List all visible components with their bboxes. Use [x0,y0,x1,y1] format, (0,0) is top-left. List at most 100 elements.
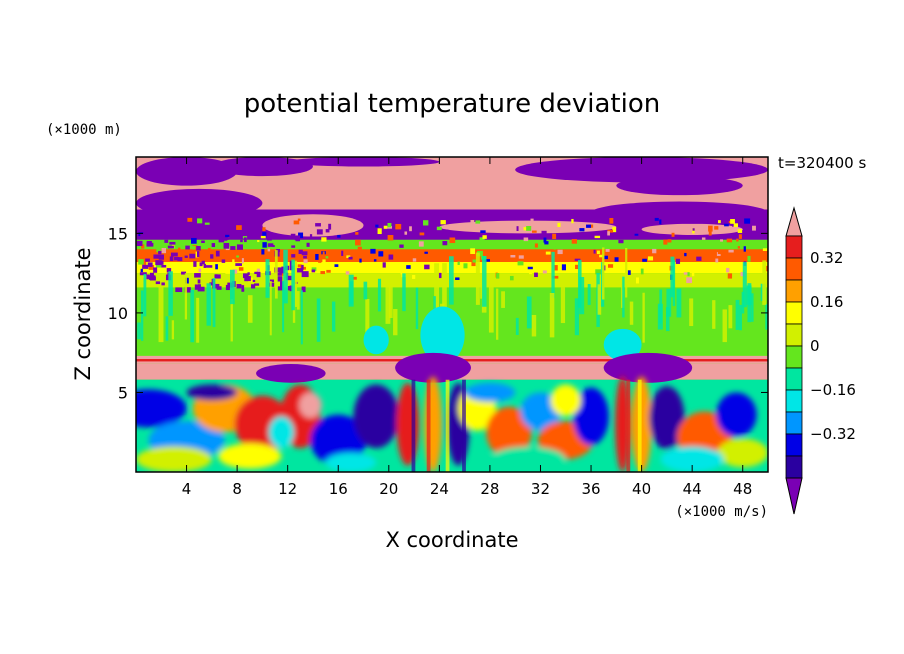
speckle [530,218,534,221]
speckle [198,268,202,273]
speckle [444,229,449,233]
speckle [514,242,521,247]
speckle [146,241,152,246]
speckle [215,264,218,270]
x-unit-label: (×1000 m/s) [675,504,768,520]
streak [247,295,253,323]
colorbar-extend-top [785,206,803,237]
speckle [204,222,210,225]
speckle [149,272,154,277]
streak [496,288,499,340]
speckle [158,250,162,255]
speckle [605,248,610,252]
speckle [659,219,662,225]
speckle [752,225,756,231]
speckle [529,271,533,275]
speckle [571,218,574,224]
streak [751,293,754,322]
speckle [599,254,604,258]
turbulence-cell [486,406,532,458]
speckle [471,260,476,267]
speckle [236,255,239,260]
streak [735,299,740,330]
turbulence-cell [310,414,367,466]
speckle [201,240,205,244]
speckle [526,226,532,231]
speckle [328,223,332,230]
purple-dome [256,364,326,383]
speckle [298,249,303,255]
colorbar-label: 0 [810,337,820,355]
turbulence-cell [464,382,516,403]
speckle [294,236,299,241]
turbulence-cell [550,384,581,417]
speckle [627,257,633,260]
speckle [139,272,147,276]
streak [551,251,555,298]
streak [141,290,144,341]
speckle [316,229,323,235]
speckle [326,269,331,273]
colorbar-box [785,367,803,391]
streak [629,301,634,325]
speckle [153,267,158,273]
speckle [534,272,538,277]
speckle [346,255,351,259]
colorbar-box [785,455,803,479]
speckle [280,281,284,288]
speckle [136,240,143,247]
speckle [604,255,608,260]
speckle [596,250,600,255]
speckle [557,249,563,255]
streak [449,256,454,305]
speckle [211,243,216,248]
speckle [287,286,293,291]
upper-orange-band [136,249,768,262]
speckle [423,220,429,226]
speckle [612,226,617,233]
colorbar-label: −0.32 [810,425,856,443]
streak [574,298,579,336]
speckle [510,254,516,258]
colorbar-label: −0.16 [810,381,856,399]
purple-cell [616,176,743,196]
speckle [161,247,167,254]
speckle [169,256,174,261]
speckle [692,228,695,231]
speckle [663,239,668,245]
speckle [322,259,326,265]
speckle [378,251,384,257]
streak [622,276,625,318]
turbulence-cell [186,384,238,401]
y-unit-label: (×1000 m) [46,122,122,138]
streak [415,287,419,330]
speckle [254,271,258,275]
speckle [714,226,719,230]
speckle [642,258,647,262]
turbulence-cell [268,416,294,449]
speckle [387,222,392,228]
colorbar: 0.32 0.16 0 −0.16 −0.32 [785,206,856,515]
speckle [230,246,236,250]
speckle [618,239,624,244]
streak [597,284,602,315]
streak [747,283,752,323]
speckle [296,268,304,273]
speckle [277,286,284,291]
speckle [161,264,167,268]
streak [377,278,382,312]
speckle [145,258,150,262]
speckle [171,268,175,272]
speckle [647,266,653,273]
streak [657,303,663,330]
speckle [261,249,265,255]
speckle [744,218,751,224]
speckle [594,235,601,239]
speckle [201,260,205,265]
speckle [553,246,556,250]
speckle [242,273,249,279]
speckle [575,264,579,270]
streak [728,305,733,329]
speckle [579,228,585,232]
speckle [410,234,415,239]
